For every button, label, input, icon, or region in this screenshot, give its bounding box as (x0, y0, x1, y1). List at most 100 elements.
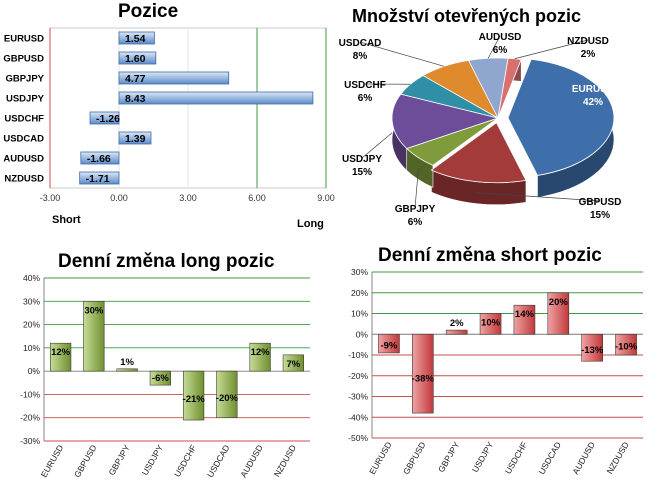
daily-long-chart: -30% -20% -10% 0% 10% 20% 30% 40% 12% EURUSD 30% GB… (20, 273, 310, 479)
pie-slice-name: EURUSD (572, 84, 614, 95)
y-tick-label: 40% (23, 273, 40, 283)
change-bar (378, 333, 400, 354)
daily-long-chart-title: Denní změna long pozic (58, 251, 275, 272)
change-bar (581, 333, 603, 362)
x-tick-label: 3.00 (179, 193, 197, 203)
position-bar (118, 31, 155, 45)
position-bar (80, 151, 120, 165)
bar-value-label: 12% (51, 347, 71, 358)
y-tick-label: -10% (20, 389, 40, 399)
change-bar (249, 342, 271, 372)
bar-value-label: 1.60 (125, 53, 146, 65)
long-axis-label: Long (297, 218, 324, 230)
pie-chart-title: Množství otevřených pozic (352, 6, 582, 26)
x-category-label: GBPJPY (106, 443, 132, 477)
pie-slice-percent: 6% (358, 93, 373, 104)
y-tick-label: 20% (23, 320, 40, 330)
y-tick-label: 30% (23, 296, 40, 306)
x-category-label: USDCHF (503, 440, 529, 476)
position-bar (89, 111, 120, 125)
y-tick-label: -30% (348, 392, 368, 402)
bar-value-label: 7% (287, 359, 301, 370)
x-category-label: NZDUSD (272, 443, 298, 479)
pie-slice (430, 122, 527, 184)
x-category-label: EURUSD (39, 443, 66, 479)
pie-chart: EURUSD 42% GBPUSD 15% GBPJPY 6% USDJPY 15% USDCH… (339, 32, 622, 228)
position-bar (118, 91, 314, 105)
y-tick-label: -40% (348, 412, 368, 422)
change-bar (50, 342, 72, 372)
pie-leader-line (487, 35, 501, 59)
y-category-label: USDCAD (3, 134, 44, 145)
position-bar (118, 51, 157, 65)
change-bar (412, 333, 434, 414)
y-category-label: USDCHF (4, 114, 44, 125)
pie-slice-percent: 15% (352, 167, 372, 178)
x-category-label: EURUSD (367, 440, 394, 476)
pie-slice-percent: 8% (353, 51, 368, 62)
x-category-label: USDJPY (140, 443, 166, 477)
pie-slice-name: GBPUSD (579, 197, 622, 208)
bar-value-label: -13% (581, 345, 604, 356)
bar-value-label: 8.43 (125, 93, 146, 105)
x-category-label: USDCAD (205, 443, 232, 479)
change-bar (116, 368, 138, 372)
y-tick-label: 0% (28, 366, 41, 376)
change-bar (83, 300, 105, 372)
x-tick-label: 6.00 (248, 193, 266, 203)
bar-value-label: -9% (380, 341, 397, 352)
x-category-label: GBPJPY (436, 440, 462, 474)
bar-value-label: -1.71 (86, 173, 110, 185)
bar-value-label: 20% (549, 297, 569, 308)
x-category-label: NZDUSD (604, 440, 630, 476)
daily-short-chart: -50% -40% -30% -20% -10% 0% 10% 20% 30% -9% EURUSD… (348, 267, 643, 476)
pie-slice-percent: 6% (493, 45, 508, 56)
bar-value-label: -1.26 (96, 113, 120, 125)
x-category-label: USDCHF (172, 443, 198, 479)
change-bar (282, 354, 304, 372)
pie-leader-line (359, 41, 445, 67)
y-tick-label: 20% (351, 288, 368, 298)
positions-chart: -3.00 0.00 3.00 6.00 9.00 EURUSD 1.54 GBPUSD 1.6… (3, 27, 335, 230)
pie-slice-name: NZDUSD (567, 36, 609, 47)
pie-slice-name: AUDUSD (479, 32, 522, 43)
y-tick-label: 0% (356, 329, 369, 339)
x-tick-label: -3.00 (40, 193, 61, 203)
y-tick-label: -50% (348, 433, 368, 443)
change-bar (547, 292, 570, 335)
change-bar (445, 329, 468, 335)
bar-value-label: 1% (120, 357, 134, 368)
change-bar (183, 370, 205, 421)
change-bar (216, 370, 238, 419)
position-bar (118, 131, 152, 145)
pie-slice-name: USDCHF (344, 80, 386, 91)
change-bar (149, 370, 171, 386)
pie-slice-percent: 15% (590, 210, 610, 221)
x-category-label: USDJPY (470, 440, 496, 474)
x-category-label: USDCAD (536, 440, 563, 476)
y-category-label: USDJPY (6, 94, 45, 105)
y-category-label: NZDUSD (4, 174, 44, 185)
pie-leader-line (414, 168, 419, 209)
y-tick-label: -10% (348, 350, 368, 360)
bar-value-label: 1.39 (125, 133, 146, 145)
short-axis-label: Short (52, 214, 81, 226)
positions-chart-title: Pozice (118, 1, 179, 22)
x-tick-label: 0.00 (110, 193, 128, 203)
bar-value-label: 12% (251, 347, 271, 358)
position-bar (118, 71, 230, 85)
bar-value-label: 30% (84, 305, 104, 316)
change-bar (513, 304, 536, 335)
x-category-label: GBPUSD (401, 440, 428, 476)
bar-value-label: -20% (216, 393, 239, 404)
bar-value-label: 1.54 (125, 33, 146, 45)
bar-value-label: 2% (450, 318, 464, 329)
bar-value-label: 4.77 (125, 73, 146, 85)
y-tick-label: -20% (20, 413, 40, 423)
y-tick-label: -20% (348, 371, 368, 381)
change-bar (479, 313, 502, 335)
bar-value-label: -6% (152, 373, 169, 384)
x-category-label: AUDUSD (570, 440, 597, 476)
pie-leader-line (476, 192, 601, 202)
bar-value-label: -38% (412, 374, 435, 385)
